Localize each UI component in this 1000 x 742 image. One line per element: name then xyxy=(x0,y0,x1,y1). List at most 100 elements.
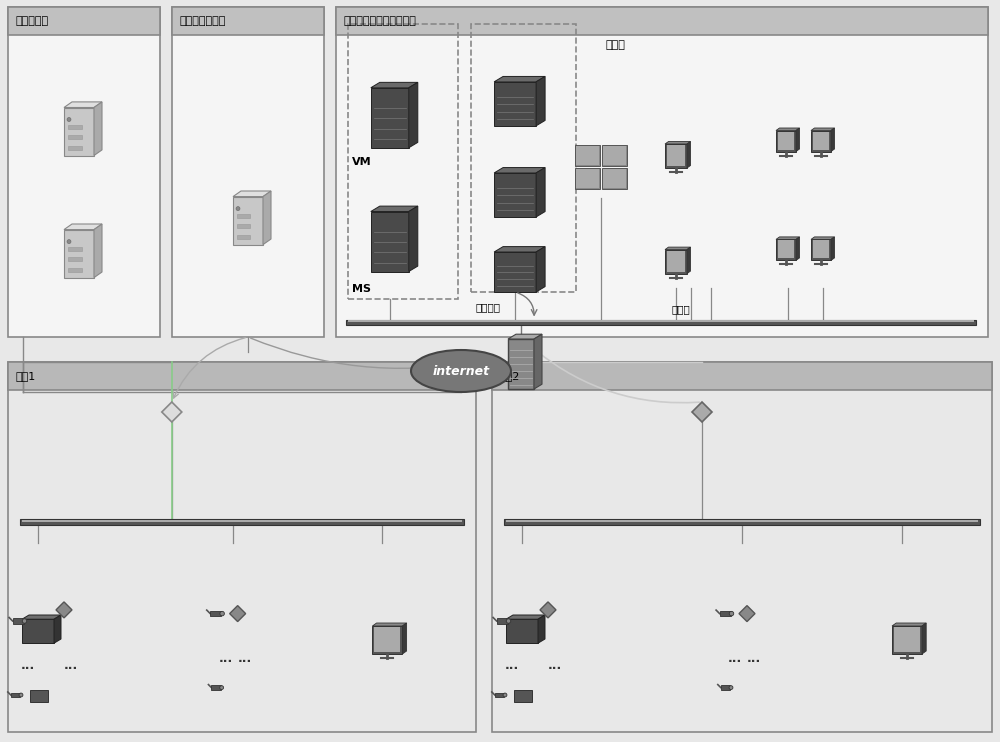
Text: 集团数据中心和监控中心: 集团数据中心和监控中心 xyxy=(343,16,416,26)
Bar xyxy=(492,362,992,732)
Circle shape xyxy=(503,693,507,697)
Circle shape xyxy=(729,611,734,616)
Polygon shape xyxy=(64,102,102,108)
Bar xyxy=(172,7,324,337)
Circle shape xyxy=(220,611,224,616)
Bar xyxy=(576,145,599,165)
Bar xyxy=(602,145,627,165)
Bar xyxy=(336,7,988,35)
Polygon shape xyxy=(506,620,538,643)
Bar xyxy=(237,224,250,229)
Polygon shape xyxy=(64,108,94,156)
Polygon shape xyxy=(687,142,690,168)
Bar xyxy=(575,145,600,165)
Polygon shape xyxy=(54,615,61,643)
Polygon shape xyxy=(494,168,545,173)
Bar xyxy=(667,251,685,272)
Bar xyxy=(576,168,599,188)
Polygon shape xyxy=(922,623,926,654)
Bar xyxy=(504,519,980,525)
Polygon shape xyxy=(831,237,834,260)
Bar xyxy=(514,690,532,703)
Polygon shape xyxy=(371,82,418,88)
Polygon shape xyxy=(409,82,418,148)
Bar xyxy=(813,131,829,149)
Bar xyxy=(506,520,978,522)
Polygon shape xyxy=(536,76,545,126)
Polygon shape xyxy=(371,211,409,272)
Polygon shape xyxy=(494,76,545,82)
Text: ...: ... xyxy=(747,651,761,665)
Bar xyxy=(602,168,627,188)
Polygon shape xyxy=(508,339,534,389)
Polygon shape xyxy=(534,334,542,389)
Polygon shape xyxy=(64,229,94,278)
Polygon shape xyxy=(776,131,796,151)
Bar xyxy=(237,214,250,217)
Bar xyxy=(720,611,731,617)
Circle shape xyxy=(19,693,23,697)
Text: ...: ... xyxy=(548,659,562,672)
Polygon shape xyxy=(739,605,755,622)
Polygon shape xyxy=(233,191,271,197)
Circle shape xyxy=(506,619,511,623)
Polygon shape xyxy=(892,626,922,654)
Polygon shape xyxy=(536,168,545,217)
Polygon shape xyxy=(230,605,246,622)
Text: 场所1: 场所1 xyxy=(15,371,35,381)
Polygon shape xyxy=(692,402,712,422)
Bar xyxy=(778,240,794,258)
Polygon shape xyxy=(94,224,102,278)
Circle shape xyxy=(236,206,240,211)
Bar xyxy=(813,240,829,258)
Bar xyxy=(68,257,82,261)
Bar xyxy=(68,146,82,150)
Bar xyxy=(8,7,160,337)
Bar xyxy=(336,7,988,337)
Ellipse shape xyxy=(411,350,511,392)
Bar xyxy=(237,235,250,239)
Bar xyxy=(497,618,508,624)
Bar xyxy=(172,7,324,35)
Polygon shape xyxy=(776,128,799,131)
Polygon shape xyxy=(494,82,536,126)
Bar xyxy=(492,362,992,390)
Polygon shape xyxy=(796,237,799,260)
Polygon shape xyxy=(776,237,799,240)
Text: ...: ... xyxy=(505,659,519,672)
Polygon shape xyxy=(506,615,545,620)
Polygon shape xyxy=(494,173,536,217)
Polygon shape xyxy=(263,191,271,245)
Polygon shape xyxy=(892,623,926,626)
Bar xyxy=(603,168,626,188)
Text: ...: ... xyxy=(728,651,742,665)
Text: 网络存储: 网络存储 xyxy=(476,302,501,312)
Text: 电视墙: 电视墙 xyxy=(606,40,626,50)
Polygon shape xyxy=(536,246,545,292)
Text: 监控公网服务器: 监控公网服务器 xyxy=(179,16,225,26)
Bar xyxy=(374,627,400,652)
Text: ...: ... xyxy=(238,651,252,665)
Polygon shape xyxy=(233,197,263,245)
Polygon shape xyxy=(796,128,799,151)
Bar xyxy=(8,7,160,35)
Polygon shape xyxy=(811,240,831,260)
Polygon shape xyxy=(64,224,102,229)
Bar xyxy=(348,24,458,299)
Bar xyxy=(603,145,626,165)
Polygon shape xyxy=(371,206,418,211)
Circle shape xyxy=(729,686,733,689)
Polygon shape xyxy=(56,602,72,618)
Polygon shape xyxy=(402,623,407,654)
Text: 场所2: 场所2 xyxy=(499,371,519,381)
Bar xyxy=(667,145,685,166)
Polygon shape xyxy=(22,620,54,643)
Polygon shape xyxy=(811,237,834,240)
Bar xyxy=(68,125,82,128)
Bar xyxy=(68,268,82,272)
Text: VM: VM xyxy=(352,157,372,166)
Circle shape xyxy=(22,619,27,623)
Text: internet: internet xyxy=(432,364,490,378)
Polygon shape xyxy=(508,334,542,339)
Polygon shape xyxy=(831,128,834,151)
